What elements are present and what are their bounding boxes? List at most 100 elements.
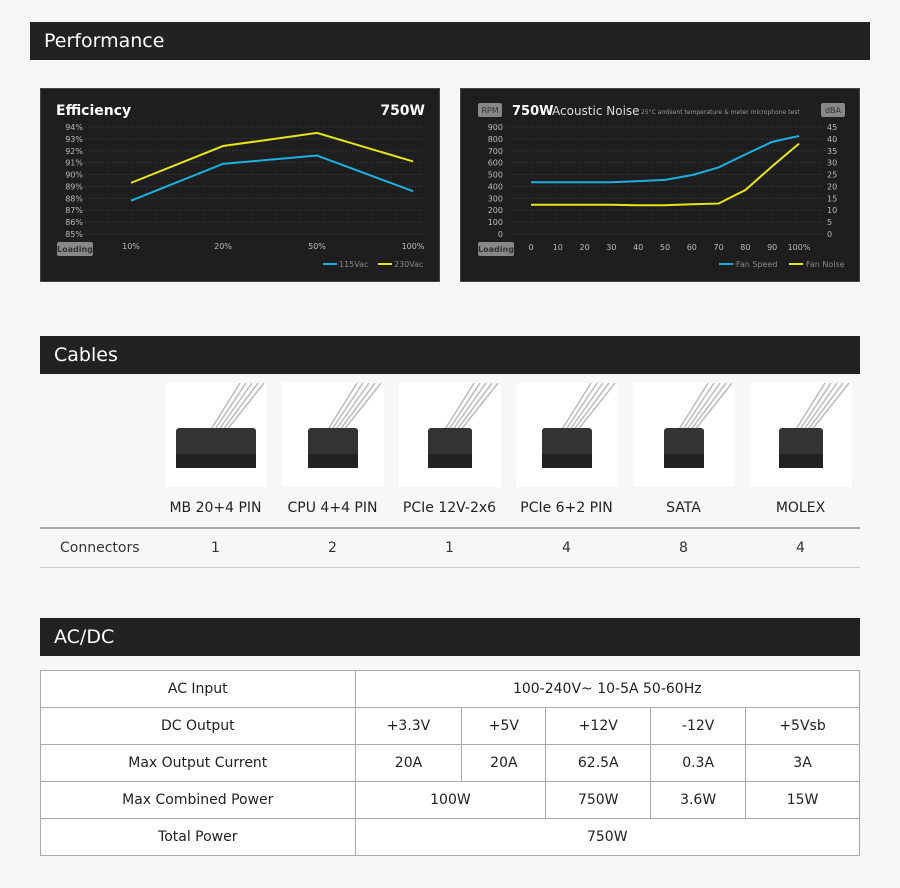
- cell: +5V: [461, 707, 547, 745]
- y-tick-label: 92%: [65, 147, 83, 156]
- cell: 750W: [545, 781, 652, 819]
- x-tick-label: 90: [767, 243, 777, 252]
- y-tick-label: 90%: [65, 171, 83, 180]
- x-tick-label: 10%: [122, 242, 140, 251]
- x-tick-label: 80: [740, 243, 750, 252]
- x-tick-label: 10: [553, 243, 563, 252]
- series-line-230Vac: [130, 131, 414, 184]
- acdc-table: AC Input 100-240V~ 10-5A 50-60Hz DC Outpu…: [40, 670, 861, 856]
- table-row: DC Output +3.3V +5V +12V -12V +5Vsb: [40, 707, 860, 745]
- cell: 15W: [745, 781, 860, 819]
- dba-badge: [821, 103, 845, 117]
- cell: 3A: [745, 744, 860, 782]
- connectors-label: Connectors: [60, 540, 140, 556]
- x-tick-label: 70: [714, 243, 724, 252]
- y-tick-label-left: 800: [488, 135, 503, 144]
- cable-label: PCIe 12V-2x6: [402, 500, 497, 516]
- row-label: Max Combined Power: [40, 781, 356, 819]
- loading-label: Loading: [478, 245, 514, 254]
- table-row: Max Output Current 20A 20A 62.5A 0.3A 3A: [40, 744, 860, 782]
- cell: +12V: [545, 707, 652, 745]
- x-tick-label: 0: [528, 243, 533, 252]
- y-tick-label-left: 500: [488, 171, 503, 180]
- y-tick-label-left: 900: [488, 123, 503, 132]
- row-label: AC Input: [40, 670, 356, 708]
- legend-label: Fan Noise: [806, 260, 845, 269]
- cable-label: MOLEX: [775, 500, 826, 516]
- eps-8pin-connector-image: [282, 382, 384, 487]
- cable-label: PCIe 6+2 PIN: [520, 500, 613, 516]
- y-tick-label-right: 35: [827, 147, 837, 156]
- 12v-2x6-connector-image: [399, 382, 501, 487]
- y-tick-label-right: 15: [827, 194, 837, 203]
- y-tick-label-right: 20: [827, 182, 837, 191]
- row-label: DC Output: [40, 707, 356, 745]
- y-tick-label-left: 200: [488, 206, 503, 215]
- chart-note: 25°C ambient temperature & meter microph…: [641, 109, 800, 116]
- legend-label: 230Vac: [394, 260, 423, 269]
- y-tick-label-left: 600: [488, 159, 503, 168]
- y-tick-label-right: 30: [827, 159, 837, 168]
- loading-badge: [57, 242, 93, 256]
- performance-header: Performance: [30, 22, 870, 60]
- section-title: Cables: [54, 344, 118, 366]
- cell: 750W: [354, 818, 861, 856]
- cable-label: CPU 4+4 PIN: [287, 500, 378, 516]
- efficiency-chart: Efficiency 750W 85% 86% 87% 88% 89% 90% 91% 92% 93…: [40, 88, 440, 282]
- y-tick-label-left: 0: [498, 230, 503, 239]
- loading-badge: [478, 242, 514, 256]
- atx-24pin-connector-image: [165, 382, 267, 487]
- cell: 3.6W: [650, 781, 747, 819]
- x-tick-label: 20%: [214, 242, 232, 251]
- loading-label: Loading: [57, 245, 93, 254]
- dba-label: dBA: [825, 106, 842, 115]
- chart-model: 750W: [380, 103, 425, 119]
- connector-count: 1: [211, 540, 220, 556]
- y-tick-label: 94%: [65, 123, 83, 132]
- y-tick-label: 93%: [65, 135, 83, 144]
- y-tick-label: 91%: [65, 159, 83, 168]
- x-tick-label: 30: [606, 243, 616, 252]
- legend-label: 115Vac: [339, 260, 368, 269]
- connector-count: 4: [796, 540, 805, 556]
- y-tick-label-right: 10: [827, 206, 837, 215]
- chart-title: Efficiency: [56, 103, 131, 119]
- acoustic-noise-chart: RPM dBA 750W Acoustic Noise 25°C ambient tem…: [460, 88, 860, 282]
- x-tick-label: 50%: [308, 242, 326, 251]
- y-tick-label: 86%: [65, 218, 83, 227]
- cable-label: SATA: [666, 500, 701, 516]
- table-row: Max Combined Power 100W 750W 3.6W 15W: [40, 781, 860, 819]
- cell: 0.3A: [650, 744, 747, 782]
- chart-title: 750W: [512, 104, 553, 119]
- cell: 100W: [354, 781, 547, 819]
- cell: +5Vsb: [745, 707, 860, 745]
- y-tick-label-left: 300: [488, 194, 503, 203]
- series-line-115Vac: [130, 154, 414, 202]
- y-tick-label-right: 0: [827, 230, 832, 239]
- cell: -12V: [650, 707, 747, 745]
- x-tick-label: 20: [580, 243, 590, 252]
- x-tick-label: 40: [633, 243, 643, 252]
- connector-count: 1: [445, 540, 454, 556]
- cell: 20A: [461, 744, 547, 782]
- legend-label: Fan Speed: [736, 260, 777, 269]
- x-tick-label: 60: [687, 243, 697, 252]
- cell: 62.5A: [545, 744, 652, 782]
- rpm-label: RPM: [481, 106, 498, 115]
- x-tick-label: 100%: [402, 242, 425, 251]
- cable-label: MB 20+4 PIN: [169, 500, 262, 516]
- y-tick-label-right: 40: [827, 135, 837, 144]
- y-tick-label-left: 400: [488, 182, 503, 191]
- x-tick-label: 50: [660, 243, 670, 252]
- y-tick-label-right: 5: [827, 218, 832, 227]
- row-label: Total Power: [40, 818, 356, 856]
- series-line-Fan Speed: [531, 134, 800, 184]
- cables-header: Cables: [40, 336, 860, 374]
- row-label: Max Output Current: [40, 744, 356, 782]
- connector-count: 2: [328, 540, 337, 556]
- cell: 20A: [354, 744, 463, 782]
- y-tick-label-left: 700: [488, 147, 503, 156]
- sata-connector-image: [633, 382, 735, 487]
- chart-subtitle: Acoustic Noise: [552, 104, 640, 118]
- y-tick-label-right: 45: [827, 123, 837, 132]
